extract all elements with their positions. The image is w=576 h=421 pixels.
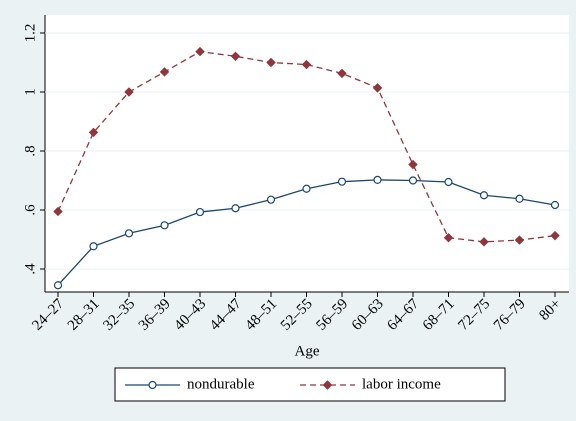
data-point — [479, 191, 489, 200]
data-point — [195, 46, 205, 57]
data-point — [266, 57, 276, 68]
x-tick-label: 28–31 — [65, 296, 103, 334]
data-point — [444, 177, 453, 187]
data-point — [408, 159, 418, 170]
y-tick-label: .4 — [22, 263, 38, 275]
data-point — [408, 176, 418, 185]
series — [53, 46, 560, 247]
x-tick-label: 44–47 — [207, 296, 245, 334]
data-point — [373, 175, 382, 185]
y-tick-label: 1.2 — [22, 24, 38, 43]
data-point — [266, 195, 276, 204]
data-point — [302, 184, 311, 193]
plot-area — [45, 15, 569, 292]
x-tick-label: 72–75 — [455, 296, 493, 334]
legend-marker — [322, 380, 333, 390]
data-point — [337, 177, 347, 186]
y-tick-label: 1 — [22, 88, 38, 96]
x-tick-label: 80+ — [536, 296, 564, 324]
x-tick-label: 36–39 — [136, 296, 174, 334]
data-point — [124, 87, 134, 97]
x-tick-label: 68–71 — [420, 296, 458, 334]
x-tick-label: 76–79 — [491, 296, 529, 334]
legend-marker — [148, 380, 157, 390]
data-point — [372, 83, 383, 93]
series — [53, 175, 560, 290]
x-tick-label: 60–63 — [349, 296, 387, 334]
data-point — [301, 59, 312, 70]
data-point — [550, 200, 560, 210]
x-tick-label: 32–35 — [100, 296, 138, 334]
x-tick-label: 52–55 — [278, 296, 316, 334]
data-point — [230, 51, 241, 62]
legend-label: labor income — [362, 376, 441, 392]
y-tick-label: .8 — [22, 145, 38, 156]
data-point — [53, 206, 63, 217]
data-point — [88, 127, 99, 138]
data-point — [550, 230, 560, 241]
data-point — [443, 233, 454, 243]
data-point — [160, 221, 169, 230]
y-tick-label: .6 — [22, 204, 38, 216]
series-line — [57, 50, 556, 243]
data-point — [337, 68, 347, 79]
data-point — [195, 207, 205, 217]
data-point — [53, 281, 63, 290]
data-point — [514, 235, 525, 245]
x-tick-label: 48–51 — [242, 296, 280, 334]
legend-label: nondurable — [187, 376, 255, 392]
x-axis-title: Age — [295, 343, 320, 359]
x-tick-label: 64–67 — [384, 296, 422, 334]
x-tick-label: 24–27 — [29, 296, 67, 334]
x-tick-label: 40–43 — [171, 296, 209, 334]
data-point — [159, 67, 170, 77]
x-tick-label: 56–59 — [313, 296, 351, 334]
data-point — [479, 237, 489, 247]
data-point — [124, 229, 134, 238]
data-point — [231, 204, 240, 213]
data-point — [89, 242, 98, 251]
data-point — [515, 194, 524, 203]
